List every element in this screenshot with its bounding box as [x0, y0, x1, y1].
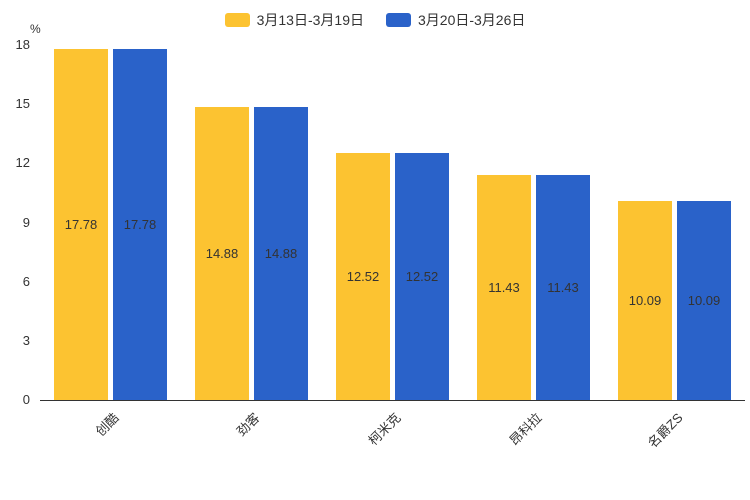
x-axis-label: 昂科拉 — [505, 410, 545, 449]
bar-series1[interactable]: 11.43 — [477, 174, 531, 400]
x-axis-label: 柯米克 — [364, 410, 404, 449]
bar-series2[interactable]: 12.52 — [395, 153, 449, 400]
bar-value-label: 17.78 — [64, 217, 98, 233]
bar-series2[interactable]: 10.09 — [677, 201, 731, 400]
x-axis-labels: 创酷 劲客 柯米克 昂科拉 名爵ZS — [40, 404, 745, 494]
bar-value-label: 11.43 — [488, 279, 520, 295]
bar-value-label: 14.88 — [264, 245, 298, 261]
bar-series1[interactable]: 17.78 — [54, 49, 108, 400]
x-axis-label: 创酷 — [92, 410, 122, 440]
legend-item-week2[interactable]: 3月20日-3月26日 — [386, 10, 525, 30]
bar-value-label: 12.52 — [405, 269, 439, 285]
y-axis-tick-label: 12 — [15, 155, 30, 171]
legend-label-week2: 3月20日-3月26日 — [418, 12, 526, 28]
y-axis-tick-label: 0 — [22, 392, 30, 407]
bar-value-label: 17.78 — [123, 217, 157, 233]
x-axis-label: 名爵ZS — [644, 410, 686, 451]
bar-series1[interactable]: 10.09 — [618, 201, 672, 400]
bar-series2[interactable]: 17.78 — [113, 49, 167, 400]
y-axis-tick-label: 3 — [22, 332, 30, 348]
legend-swatch-blue-icon — [386, 13, 411, 27]
bar-series2[interactable]: 14.88 — [254, 106, 308, 400]
bar-value-label: 14.88 — [205, 245, 239, 261]
legend-swatch-yellow-icon — [224, 13, 250, 27]
plot-area: 17.78 17.78 14.88 14.88 12.52 12.52 11.43 11.43… — [40, 45, 745, 401]
y-axis-tick-label: 9 — [22, 214, 30, 230]
bar-value-label: 10.09 — [687, 293, 721, 308]
x-axis-label: 劲客 — [233, 410, 263, 440]
y-axis-tick-label: 15 — [15, 96, 30, 112]
bar-value-label: 11.43 — [547, 279, 579, 295]
bar-series1[interactable]: 14.88 — [195, 106, 249, 400]
bar-series1[interactable]: 12.52 — [336, 153, 390, 400]
bar-series2[interactable]: 11.43 — [536, 174, 590, 400]
y-axis-tick-label: 6 — [22, 273, 30, 289]
y-axis-unit-label: % — [30, 22, 41, 36]
bar-value-label: 10.09 — [628, 293, 662, 308]
y-axis-tick-label: 18 — [15, 37, 30, 52]
legend-item-week1[interactable]: 3月13日-3月19日 — [224, 10, 364, 30]
bar-value-label: 12.52 — [346, 269, 380, 285]
legend: 3月13日-3月19日 3月20日-3月26日 — [0, 10, 750, 30]
legend-label-week1: 3月13日-3月19日 — [256, 12, 364, 28]
y-axis: 0 3 6 9 12 15 18 — [0, 37, 32, 407]
